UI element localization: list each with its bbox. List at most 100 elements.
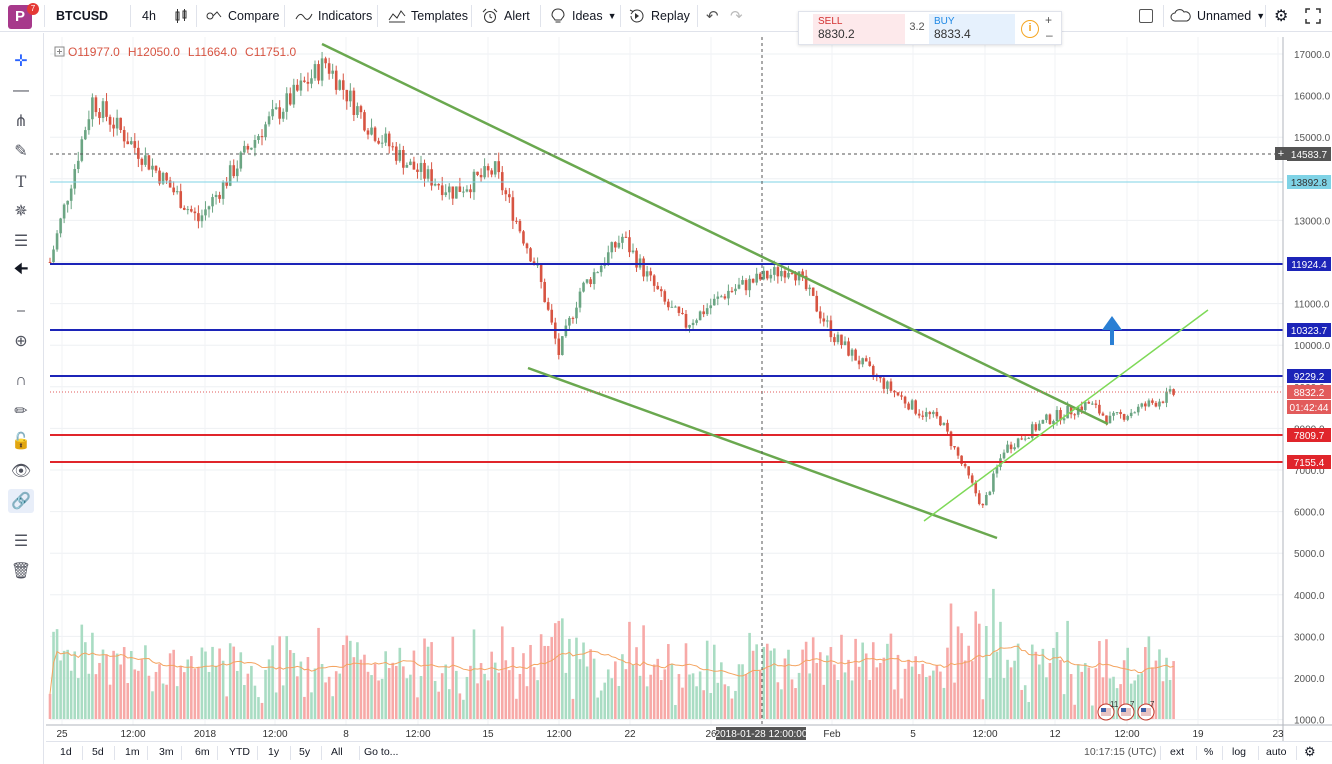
volume-bar [214,665,218,719]
volume-bar [55,629,59,719]
candle-body [695,320,698,323]
volume-bar [843,672,847,719]
candle-body [946,422,949,432]
sell-button[interactable]: SELL 8830.2 [813,14,905,44]
settings-button[interactable]: ⚙ [1274,0,1288,32]
fullscreen-toggle[interactable] [1139,0,1153,32]
price-axis[interactable]: 17000.016000.015000.014000.013000.012000… [1282,37,1331,741]
compare-button[interactable]: Compare [205,0,279,32]
magnet-tool[interactable]: ∩ [8,369,34,393]
quantity-minus-button[interactable]: – [1046,28,1053,42]
crosshair-plus-icon[interactable]: + [1275,147,1287,160]
range-button-3m[interactable]: 3m [159,746,174,758]
zoom-tool[interactable]: ⊕ [8,329,34,353]
fib-tool[interactable]: ⋔ [8,109,34,133]
volume-bar [818,652,822,719]
goto-button[interactable]: Go to... [364,746,399,758]
volume-bar [801,649,804,719]
range-button-1d[interactable]: 1d [60,746,72,758]
lock-drawings-tool[interactable]: 🔓 [8,429,34,453]
buy-button[interactable]: BUY 8833.4 [929,14,1015,44]
volume-bar [200,647,204,719]
hide-drawings-tool[interactable]: 👁 [8,459,34,483]
symbol-search-button[interactable]: BTCUSD [56,9,109,23]
percent-scale-toggle[interactable]: % [1204,746,1214,758]
remove-drawings-tool[interactable]: 🗑 [8,559,34,583]
object-tree-tool[interactable]: ☰ [8,529,34,553]
brush-tool[interactable]: ✎ [8,139,34,163]
volume-bar [854,638,857,719]
auto-scale-toggle[interactable]: auto [1266,746,1287,758]
undo-button[interactable]: ↶ [706,0,719,32]
time-axis[interactable]: 25 12:00 2018 12:00 8 12:00 15 12:00 22 26 Feb 5 12:… [46,724,1332,740]
uptrend-line[interactable] [923,309,1209,522]
economic-events[interactable]: 11 7 7 [1097,700,1155,721]
candle-body [879,376,882,379]
chart-settings-button[interactable]: ⚙ [1304,744,1316,760]
candle-body [345,89,349,102]
pattern-tool[interactable]: ✵ [8,199,34,223]
log-scale-toggle[interactable]: log [1232,746,1247,758]
candle-body [932,411,935,415]
candle-body [267,116,271,125]
volume-bar [698,671,702,719]
templates-button[interactable]: Templates [388,0,468,32]
price-tick-label: 1000.0 [1294,716,1325,727]
volume-bar [264,669,267,719]
range-button-ytd[interactable]: YTD [229,746,250,758]
volume-bar [836,680,840,719]
candle-body [977,493,981,504]
interval-button[interactable]: 4h [142,9,156,23]
volume-bar [105,654,108,719]
volume-bar [1119,684,1122,719]
volume-bar [317,627,320,719]
volume-bar [1144,647,1147,719]
crosshair-tool[interactable]: ✛ [8,49,34,73]
prediction-tool[interactable]: ☰ [8,229,34,253]
layout-name-button[interactable]: Unnamed ▼ [1170,0,1265,32]
utc-clock[interactable]: 10:17:15 (UTC) [1084,746,1157,758]
channel-upper-line[interactable] [321,42,1109,426]
ideas-button[interactable]: Ideas ▼ [549,0,617,32]
divider [697,5,698,27]
info-icon[interactable]: i [1021,20,1039,38]
stay-in-drawing-tool[interactable]: ✏ [8,399,34,423]
sync-drawings-tool[interactable]: 🔗 [8,489,34,513]
volume-bar [780,689,783,719]
range-button-1y[interactable]: 1y [268,746,280,758]
range-button-5d[interactable]: 5d [92,746,104,758]
legend-collapse-icon[interactable] [54,46,65,57]
volume-bar [515,698,518,719]
candle-body [667,301,670,308]
volume-bar [691,673,695,719]
candle-body [161,172,165,184]
extended-hours-toggle[interactable]: ext [1170,746,1185,758]
flag-canton [1101,708,1106,712]
range-button-1m[interactable]: 1m [125,746,140,758]
text-tool[interactable]: T [8,169,34,193]
horizontal-levels[interactable] [50,181,1283,463]
candle-body [218,194,221,199]
alert-button[interactable]: Alert [481,0,530,32]
candle-body [108,116,112,125]
candle-body [384,133,387,143]
arrow-up-marker[interactable] [1102,316,1122,345]
range-button-6m[interactable]: 6m [195,746,210,758]
quantity-plus-button[interactable]: + [1045,13,1053,27]
fullscreen-button[interactable] [1305,0,1321,32]
redo-button[interactable]: ↷ [730,0,743,32]
candle-body [504,190,508,195]
chart-style-button[interactable] [173,0,189,32]
line-tool[interactable]: — [8,79,34,103]
range-button-all[interactable]: All [331,746,343,758]
candle-body [387,133,391,147]
volume-bar [543,645,546,719]
indicators-button[interactable]: Indicators [295,0,372,32]
undo-icon: ↶ [706,8,719,25]
replay-button[interactable]: Replay [628,0,690,32]
back-button[interactable]: 🠈 [8,259,34,283]
range-button-5y[interactable]: 5y [299,746,311,758]
candle-body [158,170,161,184]
ruler-tool[interactable]: ⎯ [8,299,34,323]
